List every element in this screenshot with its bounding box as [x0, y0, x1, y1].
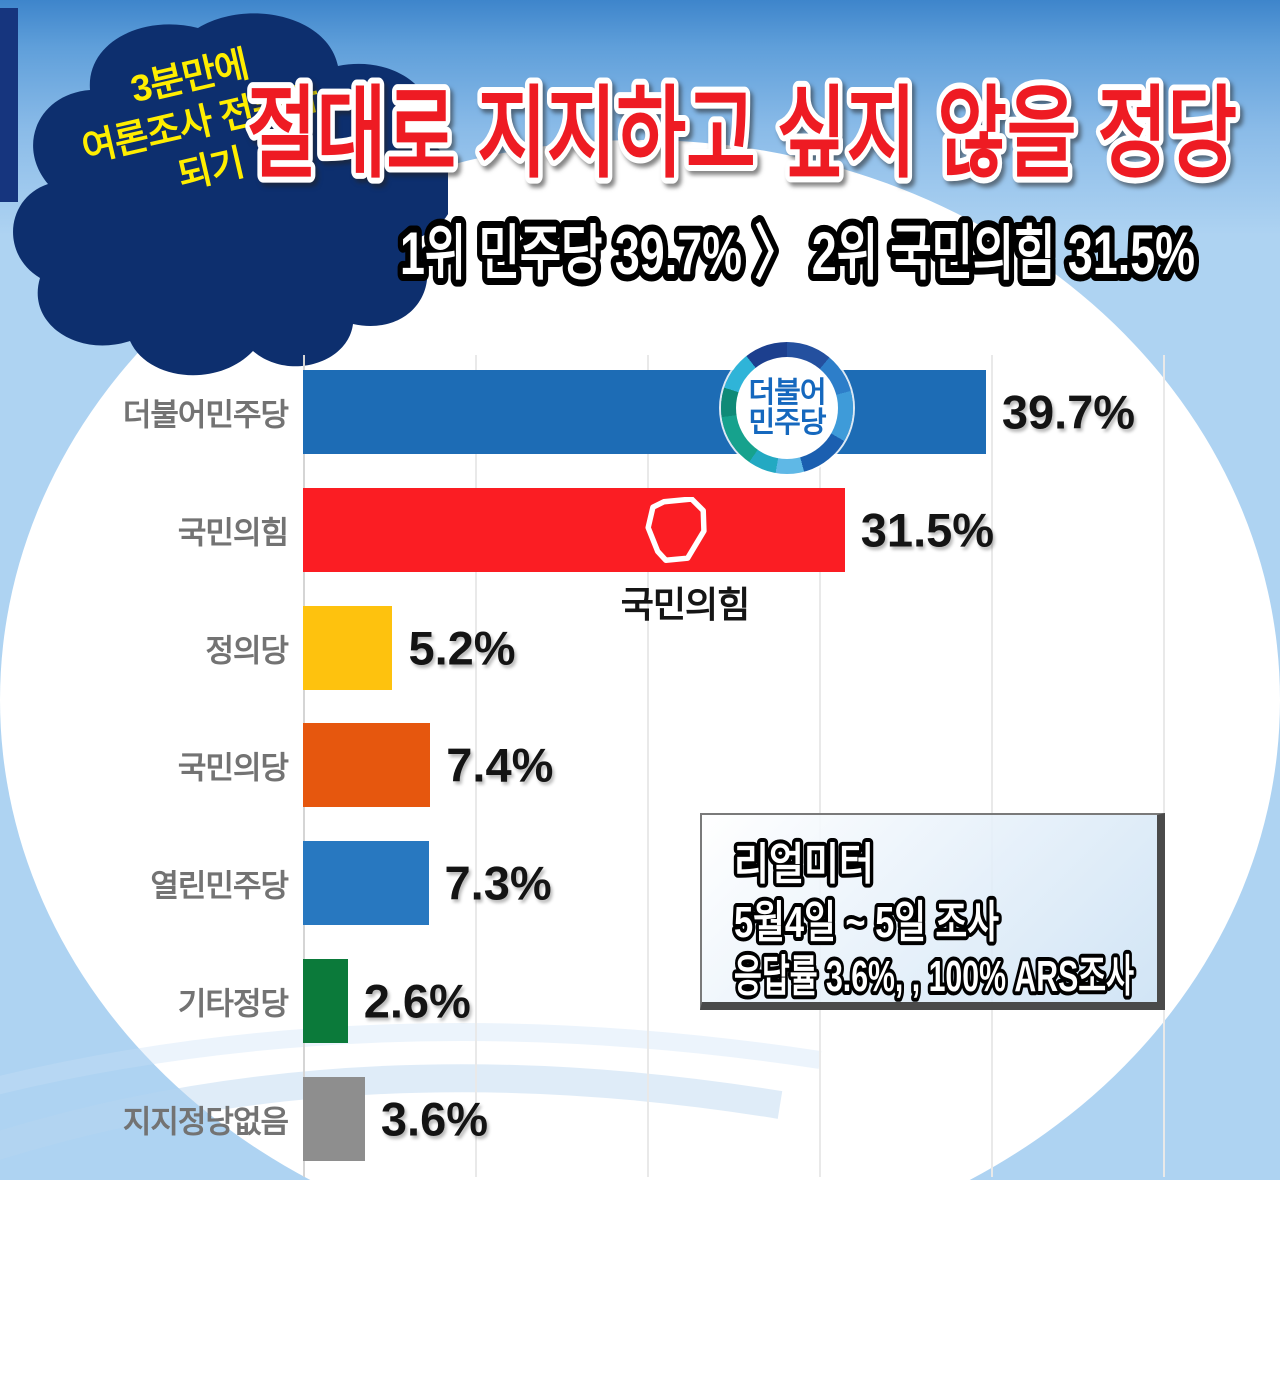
bar — [303, 959, 348, 1043]
dp-party-logo-badge: 더불어 민주당 — [721, 342, 853, 474]
value-label: 7.3% — [444, 856, 552, 910]
value-label: 39.7% — [1001, 385, 1136, 439]
source-line3: 응답률 3.6%, , 100% ARS조사 — [734, 952, 1134, 1001]
survey-source-box: 리얼미터 5월4일 ~ 5일 조사 응답률 3.6%, , 100% ARS조사 — [700, 813, 1165, 1010]
subtitle-text: 1위 민주당 39.7% 〉 2위 국민의힘 31.5% — [400, 220, 1195, 287]
value-label: 2.6% — [363, 974, 471, 1028]
dp-party-logo-text: 더불어 민주당 — [736, 357, 838, 459]
corner-blob-shape — [13, 13, 448, 376]
category-label: 더불어민주당 — [122, 397, 289, 433]
category-label: 국민의당 — [177, 750, 289, 786]
ppp-party-logo-label: 국민의힘 — [620, 584, 750, 625]
category-label: 기타정당 — [177, 986, 289, 1022]
bar — [303, 605, 393, 690]
ppp-party-logo-icon — [645, 497, 707, 563]
value-label: 7.4% — [446, 738, 554, 792]
category-label: 지지정당없음 — [122, 1104, 289, 1140]
value-label: 31.5% — [860, 503, 995, 557]
bar — [303, 841, 429, 926]
value-label: 5.2% — [408, 621, 516, 675]
dp-logo-line1: 더불어 — [748, 376, 826, 409]
bar — [303, 370, 986, 454]
value-label: 3.6% — [380, 1092, 489, 1146]
subtitle: 1위 민주당 39.7% 〉 2위 국민의힘 31.5% — [393, 213, 1202, 294]
headline-text: 절대로 지지하고 싶지 않을 정당 — [247, 78, 1237, 190]
white-bottom-area — [0, 1180, 1280, 1380]
source-line2: 5월4일 ~ 5일 조사 — [734, 898, 999, 947]
gridline — [647, 355, 649, 1177]
bar — [303, 723, 431, 808]
dp-logo-line2: 민주당 — [748, 407, 826, 439]
category-label: 정의당 — [205, 633, 289, 669]
gridline — [819, 355, 821, 1177]
category-label: 국민의힘 — [177, 515, 289, 551]
headline: 절대로 지지하고 싶지 않을 정당 — [241, 72, 1243, 196]
survey-source-text: 리얼미터 5월4일 ~ 5일 조사 응답률 3.6%, , 100% ARS조사 — [730, 836, 1138, 1002]
category-label: 열린민주당 — [150, 868, 289, 904]
gridline — [991, 355, 993, 1177]
gridline — [1163, 355, 1165, 1177]
left-edge-strip — [0, 8, 18, 202]
bar — [303, 1076, 365, 1161]
source-line1: 리얼미터 — [734, 840, 874, 889]
bar — [303, 487, 845, 572]
gridline — [475, 355, 477, 1177]
